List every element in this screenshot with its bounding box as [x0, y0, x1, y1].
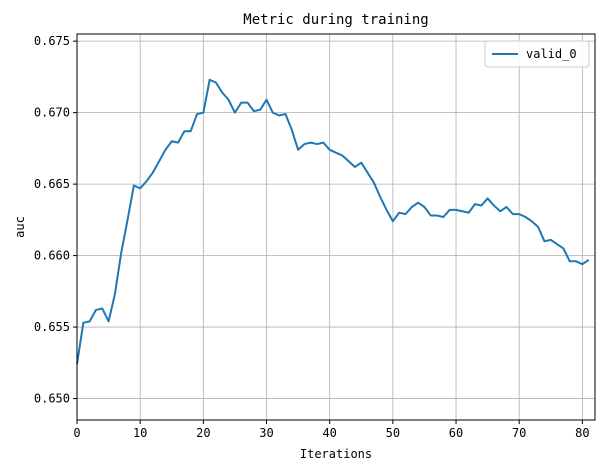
y-axis-label: auc	[13, 216, 27, 238]
x-tick-label: 50	[386, 426, 400, 440]
x-tick-label: 70	[512, 426, 526, 440]
legend-label-valid_0: valid_0	[526, 47, 577, 61]
grid-lines	[76, 34, 595, 420]
x-tick-label: 80	[575, 426, 589, 440]
y-tick-label: 0.655	[34, 320, 70, 334]
x-tick-label: 60	[449, 426, 463, 440]
plot-frame	[76, 33, 596, 421]
legend: valid_0	[484, 40, 590, 68]
x-tick-label: 40	[322, 426, 336, 440]
x-axis-ticks: 0 10 20 30 40 50 60 70 80	[73, 420, 590, 440]
y-tick-label: 0.670	[34, 106, 70, 120]
x-tick-label: 20	[196, 426, 210, 440]
chart-title: Metric during training	[243, 12, 428, 28]
y-tick-label: 0.665	[34, 177, 70, 191]
x-tick-label: 0	[73, 426, 80, 440]
x-tick-label: 10	[133, 426, 147, 440]
y-tick-label: 0.650	[34, 392, 70, 406]
y-tick-label: 0.675	[34, 34, 70, 48]
series-layer	[76, 78, 590, 365]
y-axis-ticks: 0.650 0.655 0.660 0.665 0.670 0.675	[34, 34, 77, 406]
x-tick-label: 30	[259, 426, 273, 440]
legend-box	[484, 40, 590, 68]
series-line-valid_0	[76, 78, 590, 365]
y-tick-label: 0.660	[34, 249, 70, 263]
x-axis-label: Iterations	[300, 447, 372, 459]
